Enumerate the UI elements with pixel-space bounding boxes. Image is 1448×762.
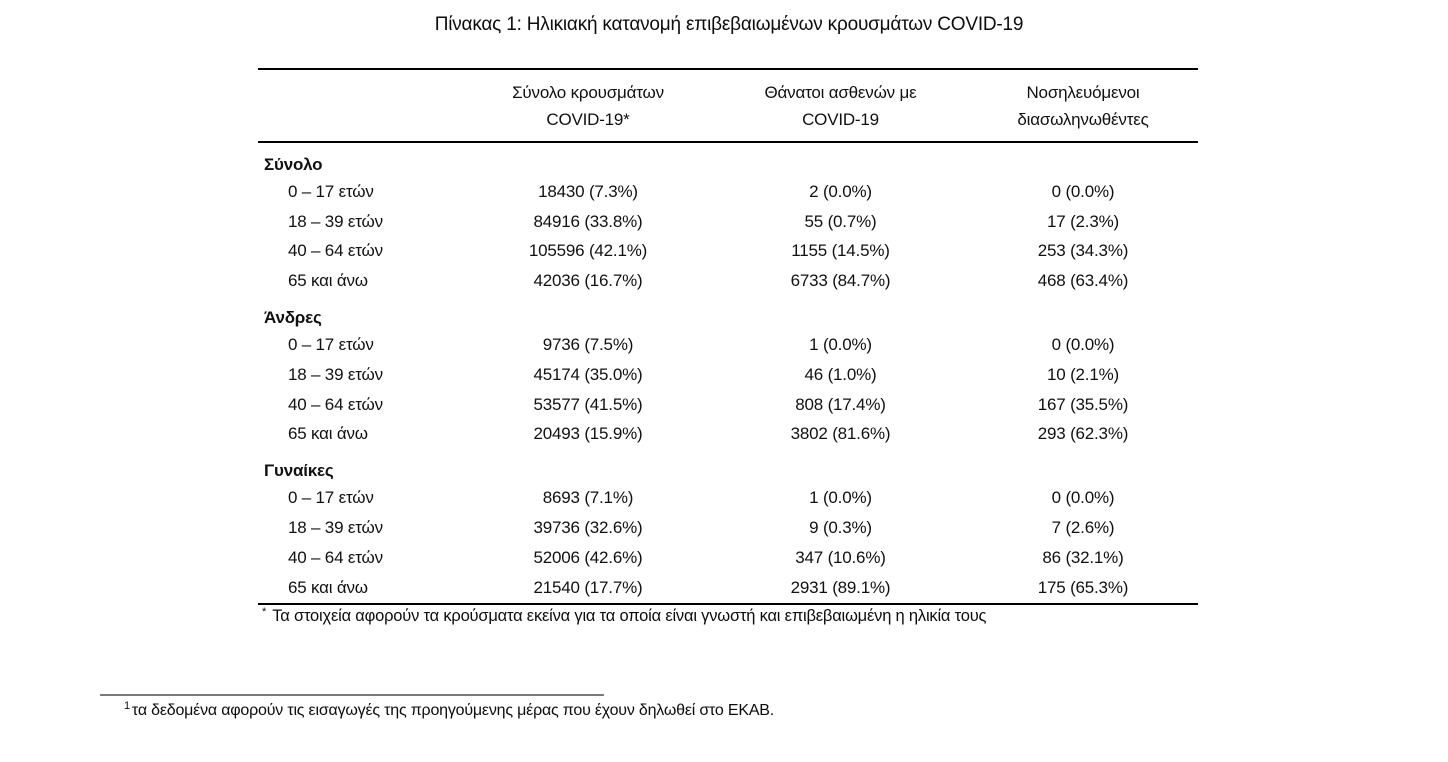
table-row: 65 και άνω 21540 (17.7%) 2931 (89.1%) 17… bbox=[258, 573, 1198, 603]
age-group-label: 65 και άνω bbox=[288, 424, 368, 444]
cases-cell: 18430 (7.3%) bbox=[538, 181, 638, 201]
header-total-cases-line1: Σύνολο κρουσμάτων bbox=[512, 82, 664, 102]
cases-cell: 20493 (15.9%) bbox=[533, 424, 643, 444]
cases-cell: 21540 (17.7%) bbox=[533, 577, 643, 597]
age-group-label: 0 – 17 ετών bbox=[288, 181, 374, 201]
page-footnote: 1 τα δεδομένα αφορούν τις εισαγωγές της π… bbox=[124, 699, 1024, 720]
footnote-divider-rule bbox=[100, 694, 604, 696]
footnote-number-marker: 1 bbox=[124, 699, 130, 712]
cases-cell: 53577 (41.5%) bbox=[533, 394, 643, 414]
deaths-cell: 6733 (84.7%) bbox=[790, 271, 891, 291]
header-deaths: Θάνατοι ασθενών με COVID-19 bbox=[713, 79, 968, 133]
deaths-cell: 9 (0.3%) bbox=[809, 518, 872, 538]
intubated-cell: 253 (34.3%) bbox=[1037, 241, 1129, 261]
deaths-cell: 55 (0.7%) bbox=[804, 211, 877, 231]
deaths-cell: 46 (1.0%) bbox=[804, 364, 877, 384]
intubated-cell: 293 (62.3%) bbox=[1037, 424, 1129, 444]
page-footnote-text: τα δεδομένα αφορούν τις εισαγωγές της πρ… bbox=[131, 702, 775, 719]
age-group-label: 0 – 17 ετών bbox=[288, 335, 374, 355]
table-row: 0 – 17 ετών 18430 (7.3%) 2 (0.0%) 0 (0.0… bbox=[258, 177, 1198, 207]
cases-cell: 84916 (33.8%) bbox=[533, 211, 643, 231]
age-group-label: 18 – 39 ετών bbox=[288, 211, 383, 231]
section-row-total: Σύνολο bbox=[258, 143, 1198, 177]
covid-age-distribution-table: Σύνολο κρουσμάτων COVID-19* Θάνατοι ασθε… bbox=[258, 68, 1198, 605]
section-row-men: Άνδρες bbox=[258, 296, 1198, 330]
deaths-cell: 2931 (89.1%) bbox=[790, 577, 891, 597]
header-intubated-line2: διασωληνωθέντες bbox=[1017, 109, 1149, 129]
deaths-cell: 2 (0.0%) bbox=[809, 181, 872, 201]
header-intubated: Νοσηλευόμενοι διασωληνωθέντες bbox=[968, 79, 1198, 133]
header-deaths-line1: Θάνατοι ασθενών με bbox=[764, 82, 917, 102]
table-row: 0 – 17 ετών 9736 (7.5%) 1 (0.0%) 0 (0.0%… bbox=[258, 330, 1198, 360]
table-row: 18 – 39 ετών 39736 (32.6%) 9 (0.3%) 7 (2… bbox=[258, 513, 1198, 543]
intubated-cell: 175 (65.3%) bbox=[1037, 577, 1129, 597]
table-row: 40 – 64 ετών 105596 (42.1%) 1155 (14.5%)… bbox=[258, 237, 1198, 267]
intubated-cell: 0 (0.0%) bbox=[1051, 488, 1115, 508]
intubated-cell: 7 (2.6%) bbox=[1051, 518, 1115, 538]
cases-cell: 39736 (32.6%) bbox=[533, 518, 643, 538]
deaths-cell: 808 (17.4%) bbox=[795, 394, 886, 414]
section-label: Σύνολο bbox=[264, 155, 323, 174]
age-group-label: 40 – 64 ετών bbox=[288, 241, 383, 261]
table-row: 65 και άνω 20493 (15.9%) 3802 (81.6%) 29… bbox=[258, 420, 1198, 450]
age-group-label: 18 – 39 ετών bbox=[288, 364, 383, 384]
intubated-cell: 167 (35.5%) bbox=[1037, 394, 1129, 414]
intubated-cell: 0 (0.0%) bbox=[1051, 335, 1115, 355]
header-deaths-line2: COVID-19 bbox=[802, 109, 879, 129]
age-group-label: 40 – 64 ετών bbox=[288, 547, 383, 567]
deaths-cell: 1155 (14.5%) bbox=[791, 241, 890, 261]
deaths-cell: 347 (10.6%) bbox=[795, 547, 886, 567]
header-total-cases-line2: COVID-19* bbox=[546, 109, 630, 129]
cases-cell: 42036 (16.7%) bbox=[533, 271, 643, 291]
section-label: Γυναίκες bbox=[264, 461, 334, 481]
table-row: 40 – 64 ετών 52006 (42.6%) 347 (10.6%) 8… bbox=[258, 543, 1198, 573]
header-total-cases: Σύνολο κρουσμάτων COVID-19* bbox=[463, 79, 713, 133]
header-intubated-line1: Νοσηλευόμενοι bbox=[1026, 82, 1140, 102]
intubated-cell: 468 (63.4%) bbox=[1037, 271, 1129, 291]
table-row: 0 – 17 ετών 8693 (7.1%) 1 (0.0%) 0 (0.0%… bbox=[258, 483, 1198, 513]
cases-cell: 45174 (35.0%) bbox=[533, 364, 643, 384]
table-row: 65 και άνω 42036 (16.7%) 6733 (84.7%) 46… bbox=[258, 266, 1198, 296]
deaths-cell: 1 (0.0%) bbox=[809, 335, 872, 355]
deaths-cell: 3802 (81.6%) bbox=[790, 424, 891, 444]
table-title: Πίνακας 1: Ηλικιακή κατανομή επιβεβαιωμέ… bbox=[434, 14, 1024, 35]
cases-cell: 105596 (42.1%) bbox=[528, 241, 648, 261]
table-footnote-text: Τα στοιχεία αφορούν τα κρούσματα εκείνα … bbox=[272, 607, 987, 625]
section-row-women: Γυναίκες bbox=[258, 449, 1198, 483]
table-row: 18 – 39 ετών 84916 (33.8%) 55 (0.7%) 17 … bbox=[258, 207, 1198, 237]
table-row: 18 – 39 ετών 45174 (35.0%) 46 (1.0%) 10 … bbox=[258, 360, 1198, 390]
table-footnote: * Τα στοιχεία αφορούν τα κρούσματα εκείν… bbox=[262, 605, 1202, 626]
footnote-asterisk-marker: * bbox=[262, 605, 267, 618]
intubated-cell: 86 (32.1%) bbox=[1042, 547, 1124, 567]
table-row: 40 – 64 ετών 53577 (41.5%) 808 (17.4%) 1… bbox=[258, 390, 1198, 420]
table-header-row: Σύνολο κρουσμάτων COVID-19* Θάνατοι ασθε… bbox=[258, 70, 1198, 143]
age-group-label: 65 και άνω bbox=[288, 577, 368, 597]
intubated-cell: 10 (2.1%) bbox=[1047, 364, 1119, 384]
intubated-cell: 0 (0.0%) bbox=[1051, 181, 1115, 201]
age-group-label: 18 – 39 ετών bbox=[288, 518, 383, 538]
deaths-cell: 1 (0.0%) bbox=[809, 488, 872, 508]
cases-cell: 9736 (7.5%) bbox=[542, 335, 634, 355]
age-group-label: 65 και άνω bbox=[288, 271, 368, 291]
intubated-cell: 17 (2.3%) bbox=[1047, 211, 1119, 231]
section-label: Άνδρες bbox=[264, 308, 322, 328]
age-group-label: 40 – 64 ετών bbox=[288, 394, 383, 414]
cases-cell: 8693 (7.1%) bbox=[542, 488, 634, 508]
cases-cell: 52006 (42.6%) bbox=[533, 547, 643, 567]
age-group-label: 0 – 17 ετών bbox=[288, 488, 374, 508]
